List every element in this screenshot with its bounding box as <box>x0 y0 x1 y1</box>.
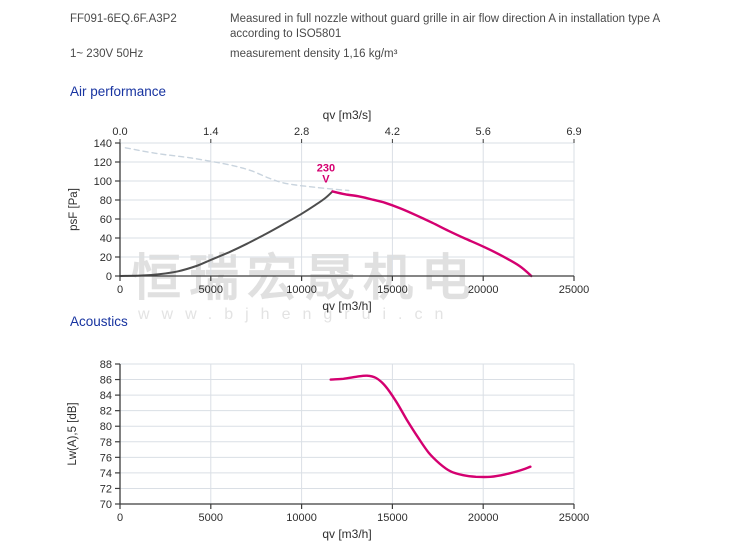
y-tick-label: 88 <box>100 359 112 371</box>
y-tick-label: 74 <box>100 468 112 480</box>
y-tick-label: 120 <box>94 157 112 169</box>
x-top-tick-label: 1.4 <box>203 126 218 138</box>
voltage-frequency: 1~ 230V 50Hz <box>70 48 144 60</box>
sound-power-curve-230V <box>329 374 532 479</box>
y-tick-label: 86 <box>100 375 112 387</box>
watermark-website-url: www.bjhengrui.cn <box>138 306 456 323</box>
acoustics-chart: 70 72 74 76 78 80 82 84 86 88 0 5000 10000 15000 20000… <box>67 359 589 541</box>
y-tick-label: 70 <box>100 499 112 511</box>
voltage-annotation: V <box>322 174 330 186</box>
x-tick-label: 15000 <box>377 284 408 296</box>
fan-curve-230V <box>331 190 533 278</box>
x-axis-title: qv [m3/h] <box>322 527 371 541</box>
y-tick-label: 100 <box>94 176 112 188</box>
x-tick-label: 5000 <box>199 512 223 524</box>
x-tick-label: 25000 <box>559 284 590 296</box>
x-axis-title: qv [m3/h] <box>322 299 371 313</box>
measurement-description: Measured in full nozzle without guard gr… <box>230 13 660 40</box>
measurement-density: measurement density 1,16 kg/m³ <box>230 48 398 60</box>
x-tick-label: 20000 <box>468 512 499 524</box>
y-tick-label: 40 <box>100 233 112 245</box>
x-top-tick-label: 4.2 <box>385 126 400 138</box>
x-tick-label: 20000 <box>468 284 499 296</box>
y-tick-label: 78 <box>100 437 112 449</box>
y-axis-title: psF [Pa] <box>68 188 80 231</box>
x-top-tick-label: 0.0 <box>112 126 127 138</box>
max-pressure-dashed-curve <box>124 147 350 192</box>
x-tick-label: 15000 <box>377 512 408 524</box>
y-tick-label: 20 <box>100 252 112 264</box>
y-tick-label: 76 <box>100 452 112 464</box>
x-tick-label: 10000 <box>286 284 317 296</box>
x-top-tick-label: 5.6 <box>476 126 491 138</box>
section-title-acoustics: Acoustics <box>70 314 128 329</box>
y-tick-label: 0 <box>106 271 112 283</box>
x-top-tick-label: 2.8 <box>294 126 309 138</box>
y-tick-label: 60 <box>100 214 112 226</box>
air_performance-chart: 0 20 40 60 80 100 120 140 0 0.0 5000 1.4 10000 2.8 150… <box>68 108 589 313</box>
x-tick-label: 5000 <box>199 284 223 296</box>
y-tick-label: 80 <box>100 195 112 207</box>
section-title-air-performance: Air performance <box>70 84 167 99</box>
model-number: FF091-6EQ.6F.A3P2 <box>70 13 177 25</box>
y-axis-title: Lw(A),5 [dB] <box>67 402 79 465</box>
voltage-annotation: 230 <box>317 163 335 175</box>
y-tick-label: 80 <box>100 421 112 433</box>
y-tick-label: 72 <box>100 483 112 495</box>
x-tick-label: 0 <box>117 284 123 296</box>
x-top-axis-title: qv [m3/s] <box>323 108 372 122</box>
x-tick-label: 10000 <box>286 512 317 524</box>
system-resistance-curve <box>119 190 334 277</box>
y-tick-label: 84 <box>100 390 112 402</box>
x-tick-label: 25000 <box>559 512 590 524</box>
y-tick-label: 82 <box>100 406 112 418</box>
y-tick-label: 140 <box>94 138 112 150</box>
x-top-tick-label: 6.9 <box>566 126 581 138</box>
x-tick-label: 0 <box>117 512 123 524</box>
